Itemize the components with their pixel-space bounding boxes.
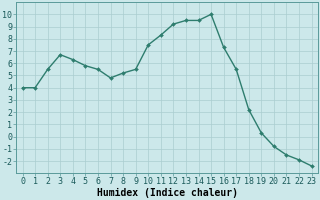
- X-axis label: Humidex (Indice chaleur): Humidex (Indice chaleur): [97, 188, 237, 198]
